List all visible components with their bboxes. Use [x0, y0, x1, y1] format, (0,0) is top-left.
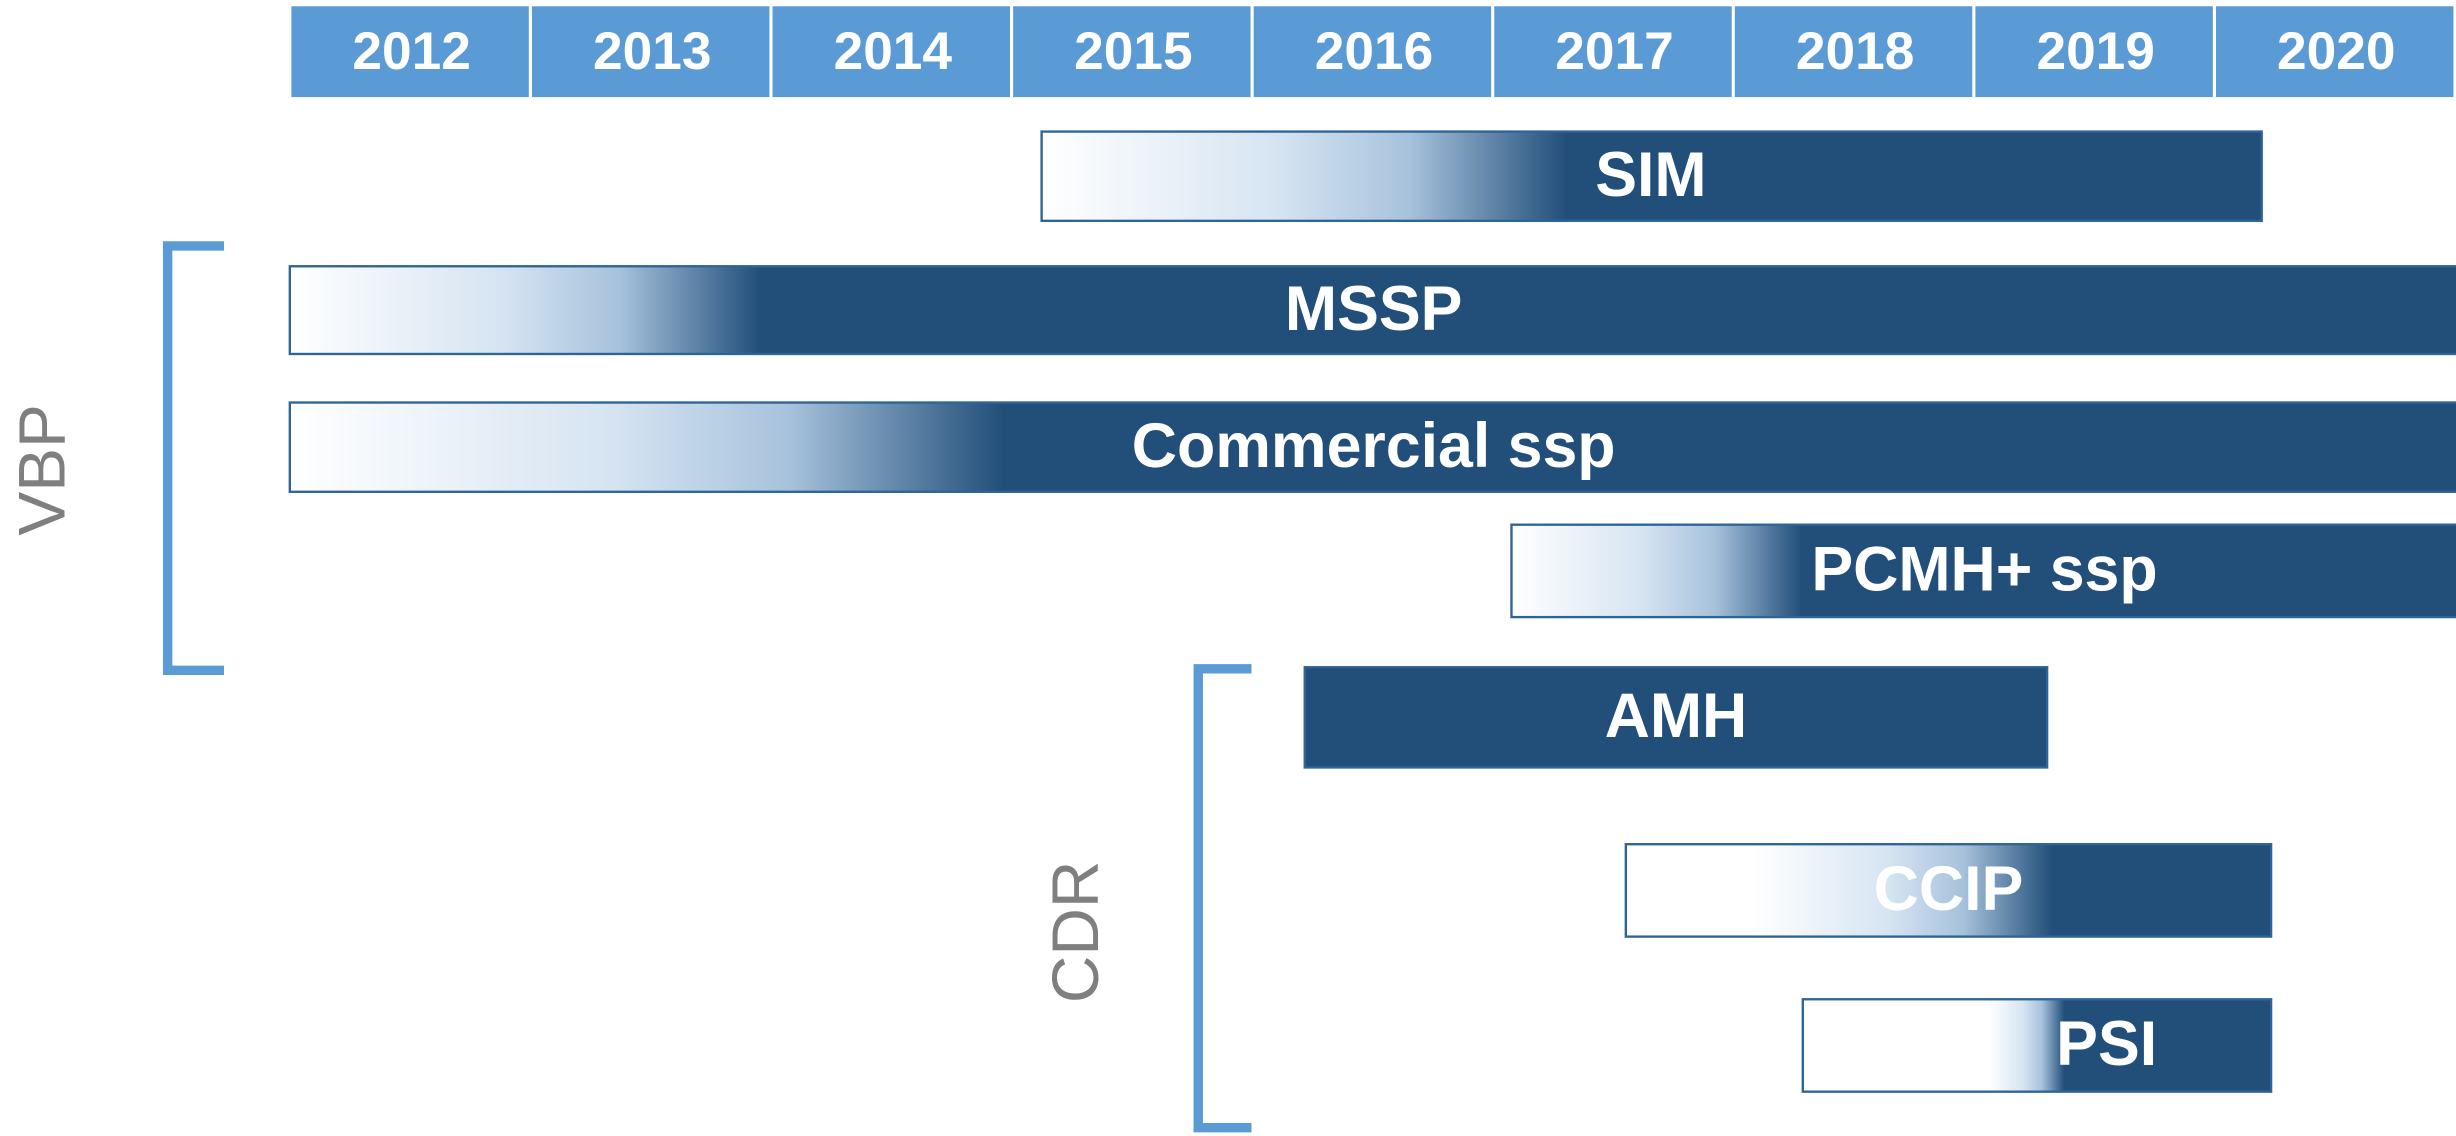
bar	[1040, 130, 2263, 223]
cdr-bracket	[1193, 664, 1252, 1133]
vbp-bracket	[162, 241, 225, 676]
year-label: 2013	[593, 22, 711, 81]
year-cell	[2215, 6, 2454, 98]
year-label: 2016	[1315, 22, 1433, 81]
year-label: 2014	[834, 22, 953, 81]
group-label: VBP	[4, 404, 78, 536]
bar	[288, 265, 2456, 356]
bar	[1303, 666, 2049, 769]
year-label: 2017	[1555, 22, 1673, 81]
year-label: 2018	[1796, 22, 1914, 81]
bar-label: SIM	[1595, 140, 1706, 210]
group-label: CDR	[1038, 861, 1112, 1003]
bar	[1801, 998, 2273, 1093]
bar-label: CCIP	[1874, 854, 2024, 924]
bar-label: MSSP	[1285, 274, 1462, 344]
year-label: 2019	[2036, 22, 2154, 81]
year-cell	[1013, 6, 1251, 98]
bar-label: Commercial ssp	[1132, 411, 1616, 481]
bar	[1510, 523, 2456, 619]
year-label: 2012	[352, 22, 470, 81]
bar-label: PCMH+ ssp	[1811, 535, 2157, 605]
year-cell	[531, 6, 770, 98]
year-cell	[1975, 6, 2213, 98]
bar-label: PSI	[2056, 1009, 2157, 1079]
bar-label: AMH	[1605, 681, 1748, 751]
year-cell	[1253, 6, 1492, 98]
bar	[1624, 843, 2273, 938]
year-cell	[772, 6, 1010, 98]
year-label: 2015	[1074, 22, 1192, 81]
year-cell	[1494, 6, 1732, 98]
year-label: 2020	[2277, 22, 2395, 81]
bar	[288, 401, 2456, 493]
year-cell	[1734, 6, 1973, 98]
year-cell	[291, 6, 529, 98]
